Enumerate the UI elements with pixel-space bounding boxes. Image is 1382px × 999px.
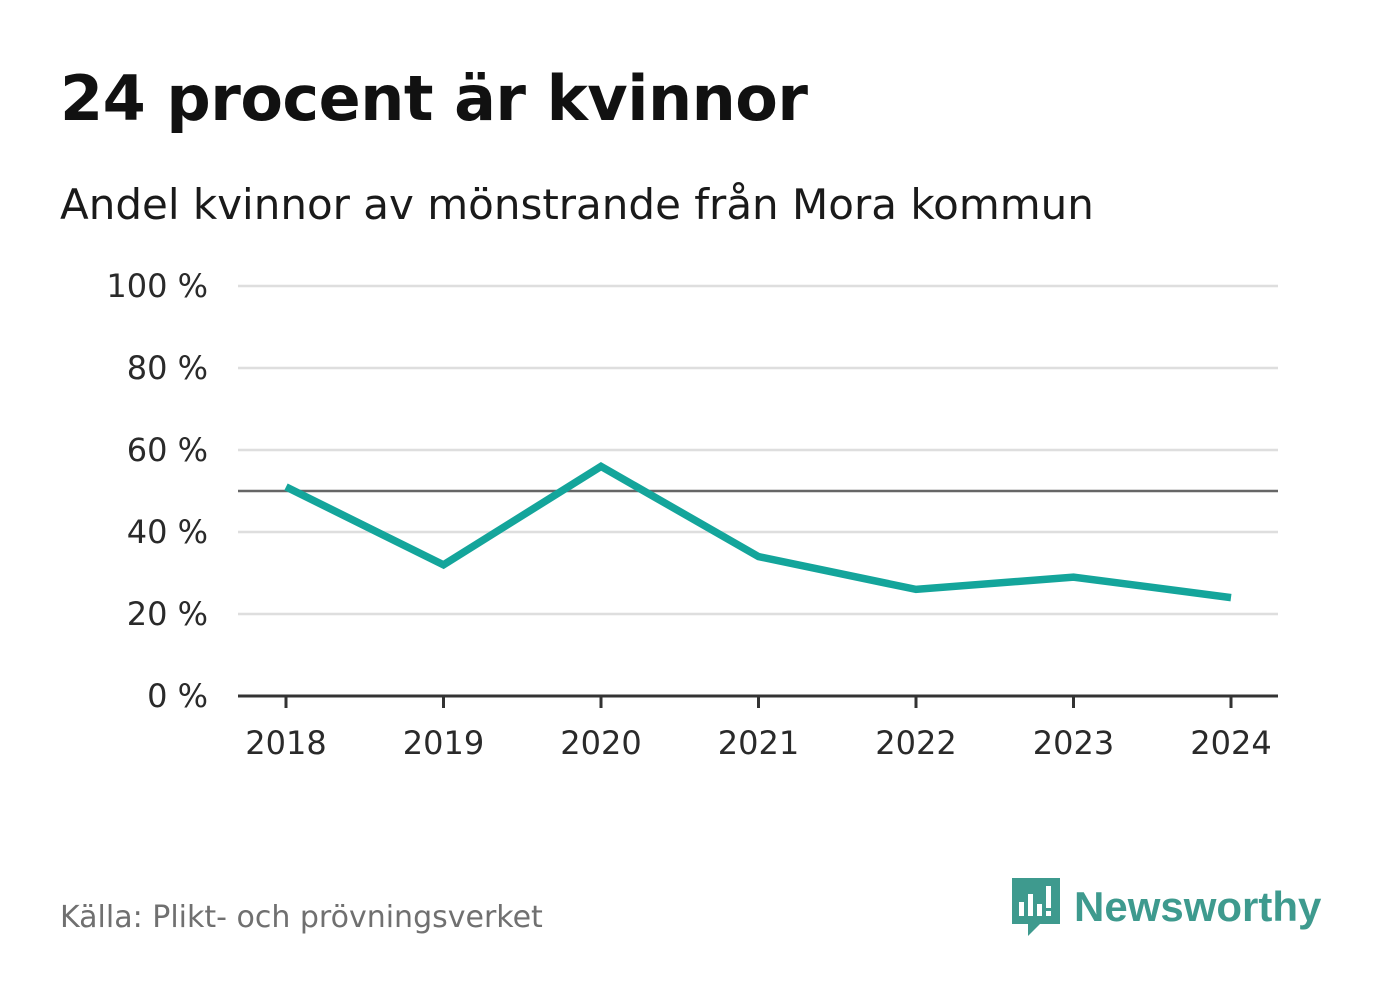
- y-tick-label: 100 %: [106, 267, 208, 305]
- x-tick-label: 2018: [245, 724, 326, 762]
- x-tick-label: 2023: [1033, 724, 1114, 762]
- logo-text: Newsworthy: [1074, 883, 1322, 930]
- y-tick-label: 20 %: [127, 595, 208, 633]
- x-tick-label: 2024: [1190, 724, 1271, 762]
- y-tick-label: 0 %: [147, 677, 208, 715]
- chart-subtitle: Andel kvinnor av mönstrande från Mora ko…: [60, 180, 1094, 229]
- y-tick-label: 60 %: [127, 431, 208, 469]
- newsworthy-logo: Newsworthy: [1010, 876, 1321, 938]
- x-tick-label: 2022: [875, 724, 956, 762]
- y-tick-label: 80 %: [127, 349, 208, 387]
- newsworthy-bar-chart-icon: [1012, 878, 1060, 936]
- y-tick-label: 40 %: [127, 513, 208, 551]
- x-tick-label: 2021: [718, 724, 799, 762]
- source-note: Källa: Plikt- och prövningsverket: [60, 900, 543, 935]
- series-line-0: [284, 462, 1232, 602]
- chart-title: 24 procent är kvinnor: [60, 62, 808, 135]
- x-tick-label: 2019: [403, 724, 484, 762]
- x-tick-label: 2020: [560, 724, 641, 762]
